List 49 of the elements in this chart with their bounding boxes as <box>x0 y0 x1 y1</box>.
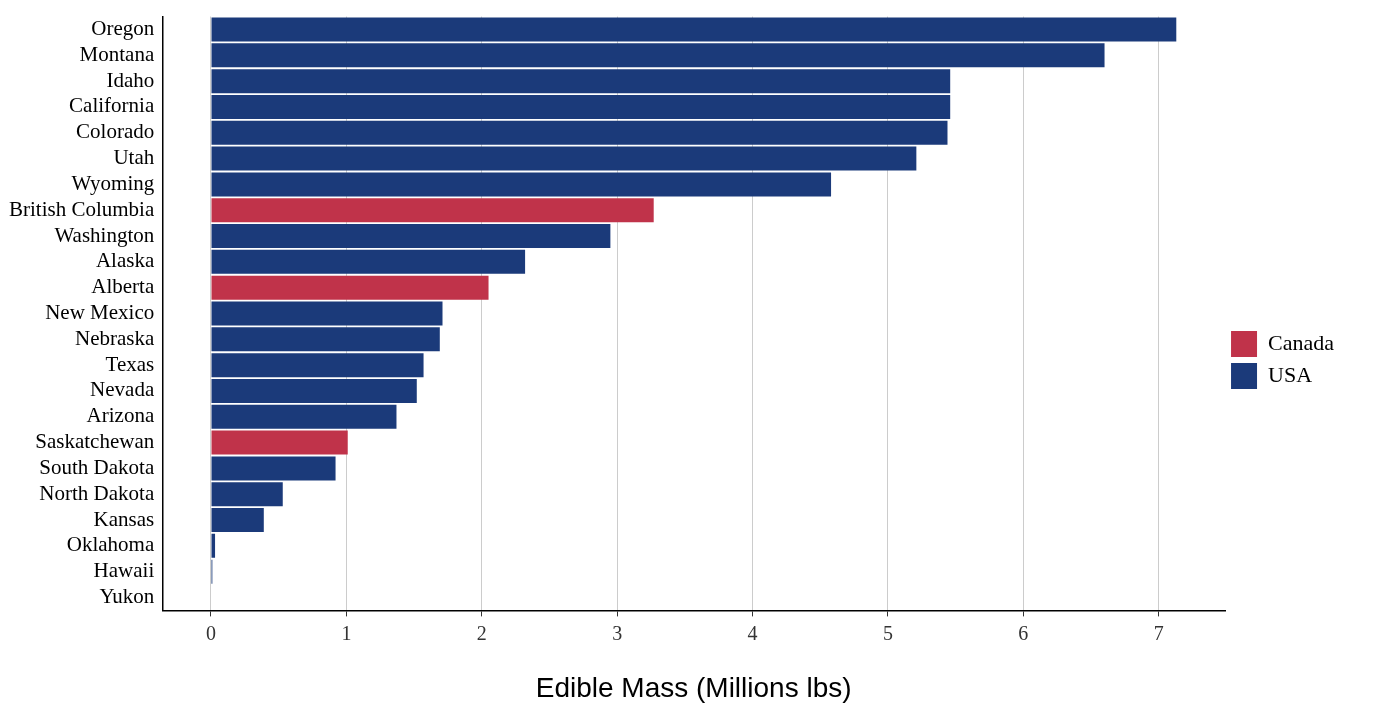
y-tick-label: Oregon <box>91 16 155 41</box>
x-tick-label: 7 <box>1153 621 1164 644</box>
y-tick-label: Colorado <box>76 119 155 144</box>
y-tick-label: South Dakota <box>39 454 155 479</box>
y-tick-label: Alberta <box>91 274 155 299</box>
y-tick-label: California <box>69 93 155 118</box>
y-tick-label: Wyoming <box>71 170 155 195</box>
y-tick-label: Texas <box>105 351 155 376</box>
y-tick-label: North Dakota <box>39 480 155 505</box>
bar <box>211 508 264 533</box>
bar <box>211 353 424 378</box>
bar <box>211 378 417 403</box>
bar <box>211 482 283 507</box>
y-tick-label: Yukon <box>99 584 155 609</box>
y-tick-label: Saskatchewan <box>35 429 155 454</box>
bar <box>211 120 948 145</box>
y-tick-label: Utah <box>113 145 155 170</box>
x-tick-label: 5 <box>882 621 893 644</box>
y-tick-label: Nebraska <box>74 325 155 350</box>
y-tick-label: Montana <box>79 41 155 66</box>
y-tick-label: Nevada <box>90 377 155 402</box>
x-tick-label: 4 <box>747 621 758 644</box>
y-tick-label: Washington <box>54 222 155 247</box>
y-tick-label: Idaho <box>106 67 155 92</box>
x-tick-label: 6 <box>1018 621 1029 644</box>
bar <box>211 275 489 300</box>
y-tick-label: Hawaii <box>93 558 155 583</box>
bar <box>211 249 526 274</box>
y-tick-label: Alaska <box>95 248 155 273</box>
x-tick-label: 3 <box>612 621 623 644</box>
bar <box>211 430 348 455</box>
x-tick-label: 0 <box>206 621 216 644</box>
y-tick-label: British Columbia <box>8 196 155 221</box>
legend-label: Canada <box>1268 329 1335 355</box>
bar <box>211 69 951 94</box>
bar <box>211 224 611 249</box>
bar <box>211 94 951 119</box>
x-tick-label: 2 <box>476 621 487 644</box>
bar <box>211 456 336 481</box>
bar <box>211 198 654 223</box>
bar <box>211 404 397 429</box>
legend-label: USA <box>1268 361 1313 387</box>
y-tick-label: New Mexico <box>45 300 155 325</box>
x-axis-title: Edible Mass (Millions lbs) <box>535 671 852 703</box>
bar <box>211 533 216 558</box>
y-tick-label: Arizona <box>86 403 155 428</box>
y-tick-label: Kansas <box>93 506 155 531</box>
x-tick-label: 1 <box>341 621 352 644</box>
y-tick-label: Oklahoma <box>66 532 155 557</box>
